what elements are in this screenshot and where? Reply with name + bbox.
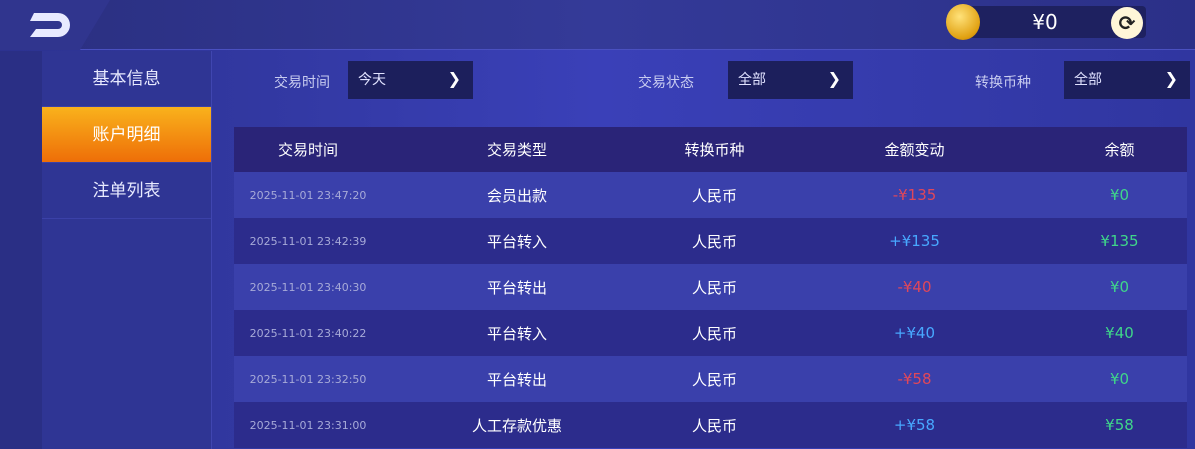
cell-balance: ¥135 <box>1100 232 1139 250</box>
cell-change: -¥58 <box>897 370 932 388</box>
filter-label-currency: 转换币种 <box>975 75 1031 91</box>
cell-currency: 人民币 <box>691 278 737 297</box>
time-select[interactable]: 今天 ❯ <box>348 61 473 99</box>
chevron-down-icon: ❯ <box>827 69 841 88</box>
col-header-type: 交易类型 <box>486 141 547 159</box>
cell-type: 平台转出 <box>486 278 547 297</box>
table-row: 2025-11-01 23:40:30 平台转出 人民币 -¥40 ¥0 <box>234 264 1187 310</box>
cell-currency: 人民币 <box>691 370 737 389</box>
col-header-currency: 转换币种 <box>684 141 745 159</box>
sidebar-item-basic-info[interactable]: 基本信息 <box>42 51 211 107</box>
cell-time: 2025-11-01 23:31:00 <box>249 418 367 432</box>
cell-balance: ¥0 <box>1109 370 1130 388</box>
filter-label-time: 交易时间 <box>274 75 330 91</box>
col-header-time: 交易时间 <box>277 141 338 159</box>
cell-type: 会员出款 <box>486 186 547 205</box>
cell-change: +¥40 <box>893 324 936 342</box>
table-row: 2025-11-01 23:40:22 平台转入 人民币 +¥40 ¥40 <box>234 310 1187 356</box>
cell-type: 平台转入 <box>486 324 547 343</box>
chevron-down-icon: ❯ <box>447 69 461 88</box>
cell-change: -¥40 <box>897 278 932 296</box>
filter-label-status: 交易状态 <box>638 75 694 91</box>
table-row: 2025-11-01 23:31:00 人工存款优惠 人民币 +¥58 ¥58 <box>234 402 1187 448</box>
cell-balance: ¥40 <box>1105 324 1134 342</box>
sidebar-item-bet-list[interactable]: 注单列表 <box>42 163 211 219</box>
refresh-icon[interactable]: ⟳ <box>1111 7 1143 39</box>
cell-currency: 人民币 <box>691 186 737 205</box>
cell-type: 人工存款优惠 <box>471 416 562 435</box>
cell-change: -¥135 <box>892 186 937 204</box>
back-arrow-icon <box>30 13 70 37</box>
cell-time: 2025-11-01 23:40:22 <box>249 326 367 340</box>
status-select-value: 全部 <box>738 72 766 88</box>
cell-change: +¥135 <box>889 232 940 250</box>
cell-change: +¥58 <box>893 416 936 434</box>
left-edge <box>0 51 42 449</box>
cell-type: 平台转出 <box>486 370 547 389</box>
back-button[interactable] <box>0 0 110 50</box>
top-bar: ¥0 ⟳ <box>0 0 1195 50</box>
cell-balance: ¥0 <box>1109 186 1130 204</box>
cell-time: 2025-11-01 23:32:50 <box>249 372 367 386</box>
cell-currency: 人民币 <box>691 416 737 435</box>
sidebar-item-account-details[interactable]: 账户明细 <box>42 107 211 163</box>
time-select-value: 今天 <box>358 72 386 88</box>
currency-select-value: 全部 <box>1074 72 1102 88</box>
sidebar: 基本信息 账户明细 注单列表 <box>42 51 212 449</box>
wallet-balance: ¥0 <box>1032 10 1058 34</box>
cell-time: 2025-11-01 23:40:30 <box>249 280 367 294</box>
currency-select[interactable]: 全部 ❯ <box>1064 61 1190 99</box>
cell-balance: ¥58 <box>1105 416 1134 434</box>
table-row: 2025-11-01 23:32:50 平台转出 人民币 -¥58 ¥0 <box>234 356 1187 402</box>
table-row: 2025-11-01 23:47:20 会员出款 人民币 -¥135 ¥0 <box>234 172 1187 218</box>
col-header-balance: 余额 <box>1104 141 1135 159</box>
cell-currency: 人民币 <box>691 232 737 251</box>
col-header-change: 金额变动 <box>884 141 945 159</box>
cell-currency: 人民币 <box>691 324 737 343</box>
cell-time: 2025-11-01 23:42:39 <box>249 234 367 248</box>
cell-type: 平台转入 <box>486 232 547 251</box>
table-header: 交易时间 交易类型 转换币种 金额变动 余额 <box>234 127 1187 172</box>
gold-coin-icon <box>946 4 980 40</box>
cell-balance: ¥0 <box>1109 278 1130 296</box>
status-select[interactable]: 全部 ❯ <box>728 61 853 99</box>
chevron-down-icon: ❯ <box>1164 69 1178 88</box>
transactions-table: 交易时间 交易类型 转换币种 金额变动 余额 2025-11-01 23:47:… <box>234 127 1187 448</box>
table-row: 2025-11-01 23:42:39 平台转入 人民币 +¥135 ¥135 <box>234 218 1187 264</box>
cell-time: 2025-11-01 23:47:20 <box>249 188 367 202</box>
